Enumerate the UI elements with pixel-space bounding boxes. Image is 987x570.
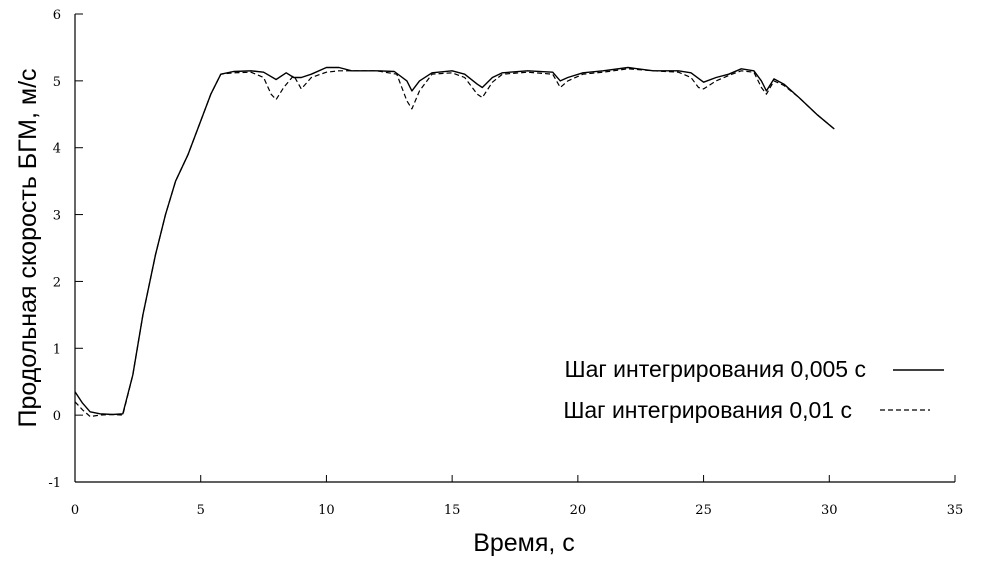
y-axis-title: Продольная скорость БГМ, м/с	[14, 68, 42, 427]
x-tick-label: 35	[947, 503, 964, 518]
y-tick-label: 6	[53, 8, 61, 23]
x-axis-title: Время, с	[473, 529, 575, 557]
y-tick-label: -1	[48, 476, 61, 491]
x-tick-label: 5	[197, 503, 205, 518]
x-tick-label: 25	[695, 503, 712, 518]
x-ticks: 0 5 10 15 20 25 30 35	[71, 475, 963, 518]
x-tick-label: 30	[821, 503, 838, 518]
series-line-2	[74, 68, 835, 418]
y-tick-label: 4	[53, 142, 61, 157]
y-tick-label: 0	[53, 409, 61, 424]
y-tick-label: 2	[53, 275, 61, 290]
x-tick-label: 20	[570, 503, 587, 518]
y-tick-label: 3	[53, 209, 61, 224]
y-tick-label: 5	[53, 75, 61, 90]
plot-frame	[74, 14, 955, 483]
y-tick-label: 1	[53, 342, 61, 357]
legend-label-series-2: Шаг интегрирования 0,01 с	[563, 397, 852, 423]
x-tick-label: 0	[71, 503, 79, 518]
legend-label-series-1: Шаг интегрирования 0,005 с	[565, 356, 866, 382]
y-ticks: -1 0 1 2 3 4 5 6	[48, 8, 83, 491]
legend: Шаг интегрирования 0,005 с Шаг интегриро…	[563, 356, 944, 423]
x-tick-label: 10	[318, 503, 335, 518]
series-layer	[74, 66, 835, 418]
x-tick-label: 15	[444, 503, 461, 518]
